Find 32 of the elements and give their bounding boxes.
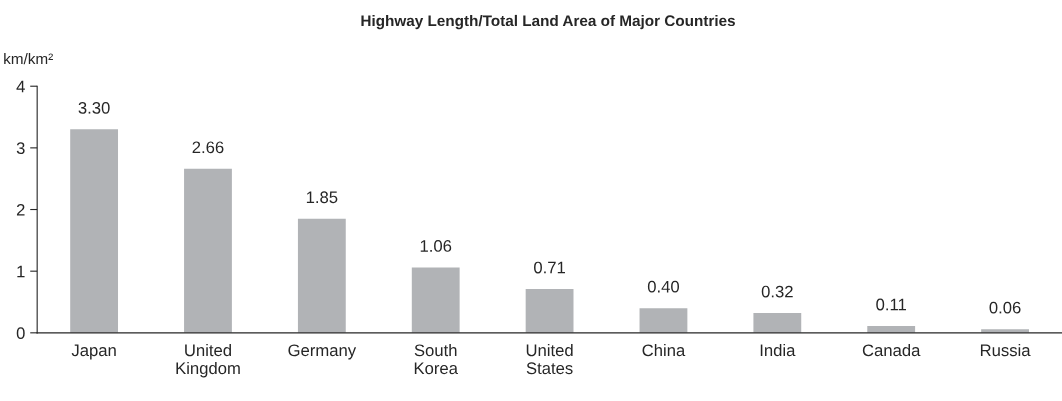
y-tick-label: 2 <box>16 203 25 216</box>
y-tick-label: 4 <box>16 80 25 93</box>
y-tick-label: 3 <box>16 142 25 155</box>
x-tick-label: Japan <box>71 344 116 360</box>
bar <box>411 267 460 333</box>
x-tick-label: Canada <box>862 343 921 357</box>
data-label: 0.71 <box>534 261 565 274</box>
bar <box>525 289 574 333</box>
y-axis-title: km/km² <box>4 53 53 65</box>
x-tick-label: China <box>642 343 686 357</box>
data-label: 1.06 <box>420 240 452 252</box>
bar <box>297 218 346 333</box>
y-tick-label: 1 <box>17 265 25 278</box>
x-tick-label: United Kingdom <box>176 343 240 378</box>
bar <box>70 129 119 333</box>
bar <box>184 168 232 333</box>
data-label: 1.85 <box>306 191 338 204</box>
x-tick-label: Germany <box>288 344 357 360</box>
data-label: 3.30 <box>78 101 110 114</box>
data-label: 0.06 <box>989 301 1021 314</box>
data-label: 2.66 <box>192 141 224 154</box>
data-label: 0.11 <box>876 298 906 311</box>
data-label: 0.32 <box>761 285 793 298</box>
chart-title: Highway Length/Total Land Area of Major Countries <box>361 14 735 30</box>
bar <box>639 308 688 333</box>
bar <box>753 313 802 333</box>
x-tick-label: Russia <box>980 343 1031 357</box>
x-tick-label: India <box>760 343 796 357</box>
x-tick-label: United States <box>526 343 573 375</box>
data-label: 0.40 <box>647 280 680 293</box>
x-tick-label: South Korea <box>414 343 458 375</box>
y-tick-label: 0 <box>16 327 25 340</box>
